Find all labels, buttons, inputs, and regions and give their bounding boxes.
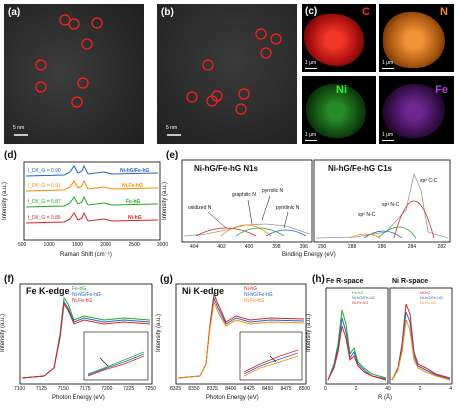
xps-xticks-right: 290 288 286 284 282	[318, 244, 446, 250]
raman-series-2: Ni,Fe-hG	[122, 183, 143, 189]
panel-label-b: (b)	[161, 7, 174, 18]
panel-label-c: (c)	[305, 6, 318, 17]
fe-kedge-plot	[19, 283, 153, 385]
xps-annot-graphitic: graphitic N	[232, 192, 256, 198]
fe-kedge-xticks: 7100 7125 7150 7175 7200 7225 7250	[14, 386, 156, 392]
eds-map-c: (c) C 1 μm	[302, 4, 376, 72]
xps-title-right: Ni-hG/Fe-hG C1s	[328, 164, 393, 173]
ni-kedge-xticks: 8325 8350 8375 8400 8425 8450 8475 8500	[170, 386, 310, 392]
rspace-panel: (h) Fe R-space Ni R-space Fe-hG Ni-hG/Fe…	[306, 264, 456, 407]
raman-xticks: 500 1000 1500 2000 2500 3000	[18, 242, 168, 248]
xps-annot-oxidized: oxidized N	[188, 205, 212, 211]
eds-element-fe: Fe	[435, 84, 448, 96]
xps-annot-sp2cc: sp² C-C	[420, 178, 438, 184]
panel-label-f: (f)	[4, 274, 14, 285]
xps-title-left: Ni-hG/Fe-hG N1s	[194, 164, 259, 173]
eds-map-n: N 1 μm	[379, 4, 454, 72]
tem-image-a: (a) 5 nm	[4, 4, 144, 144]
raman-series-3: Fe-hG	[126, 199, 141, 205]
rspace-plot	[325, 287, 453, 385]
eds-maps: (c) C 1 μm N 1 μm Ni 1 μm Fe 1 μm	[302, 4, 454, 144]
raman-plot	[23, 161, 161, 241]
eds-map-ni: Ni 1 μm	[302, 76, 376, 144]
raman-series-4: Ni-hG	[128, 215, 142, 221]
raman-series-1: Ni-hG/Fe-hG	[120, 168, 150, 174]
ni-kedge-title: Ni K-edge	[182, 286, 225, 296]
xps-ylabel: Intensity (a.u.)	[162, 181, 169, 221]
raman-xlabel: Raman Shift (cm⁻¹)	[60, 252, 112, 258]
eds-element-n: N	[440, 6, 448, 18]
raman-panel: (d) I_D/I_G = 0.90 Ni-hG/Fe-hG I_D/I_G =…	[2, 150, 168, 260]
eds-scale-c: 1 μm	[305, 60, 317, 66]
eds-element-ni: Ni	[336, 84, 347, 96]
xps-annot-sp3nc: sp³ N-C	[382, 202, 400, 208]
fe-kedge-panel: (f) Fe K-edge Fe-hG Ni-hG/Fe-hG Ni,Fe-hG…	[0, 264, 156, 407]
panel-label-h: (h)	[312, 274, 325, 285]
ni-kedge-ylabel: Intensity (a.u.)	[156, 313, 163, 353]
eds-scale-ni: 1 μm	[305, 132, 317, 138]
panel-label-d: (d)	[4, 150, 17, 161]
panel-label-e: (e)	[166, 150, 179, 161]
xps-annot-pyrrolic: pyrrolic N	[262, 188, 284, 194]
xps-annot-pyridinic: pyridinic N	[276, 205, 300, 211]
ni-kedge-xlabel: Photon Energy (eV)	[206, 395, 259, 401]
rspace-legend-left: Fe-hG Ni-hG/Fe-hG Ni,Fe-hG	[352, 290, 375, 305]
ni-kedge-legend: Ni-hG Ni-hG/Fe-hG Ni,Fe-hG	[244, 286, 273, 304]
ni-kedge-plot	[175, 283, 307, 385]
eds-element-c: C	[362, 6, 370, 18]
panel-label-g: (g)	[160, 274, 173, 285]
fe-kedge-title: Fe K-edge	[26, 286, 70, 296]
rspace-title-left: Fe R-space	[326, 278, 364, 285]
raman-ratio-4: I_D/I_G = 0.86	[28, 215, 61, 221]
raman-ratio-3: I_D/I_G = 0.87	[28, 199, 61, 205]
xps-xticks-left: 404 402 400 398 396	[190, 244, 308, 250]
xps-panel: (e) Ni-hG/Fe-hG N1s Ni-hG/Fe-hG C1s grap…	[162, 150, 454, 260]
fe-kedge-legend: Fe-hG Ni-hG/Fe-hG Ni,Fe-hG	[72, 286, 101, 304]
rspace-ylabel: Intensity (a.u.)	[306, 313, 313, 353]
atom-circles-b	[167, 28, 282, 136]
xps-plot	[181, 159, 451, 243]
rspace-legend-right: Ni-hG Ni-hG/Fe-hG Ni,Fe-hG	[420, 290, 443, 305]
raman-ylabel: Intensity (a.u.)	[2, 181, 9, 221]
eds-map-fe: Fe 1 μm	[379, 76, 454, 144]
ni-kedge-panel: (g) Ni K-edge Ni-hG Ni-hG/Fe-hG Ni,Fe-hG…	[156, 264, 310, 407]
rspace-xlabel: R (Å)	[378, 395, 392, 401]
tem-image-b: (b) 5 nm	[157, 4, 297, 144]
raman-ratio-2: I_D/I_G = 0.91	[28, 183, 61, 189]
raman-ratio-1: I_D/I_G = 0.90	[28, 168, 61, 174]
xps-annot-sp2nc: sp² N-C	[358, 212, 376, 218]
fe-kedge-xlabel: Photon Energy (eV)	[52, 395, 105, 401]
eds-scale-n: 1 μm	[382, 60, 394, 66]
panel-label-a: (a)	[8, 7, 21, 18]
eds-scale-fe: 1 μm	[382, 132, 394, 138]
scale-bar-a: 5 nm	[13, 125, 25, 131]
xps-xlabel: Binding Energy (eV)	[282, 252, 336, 258]
atom-circles-a	[14, 14, 103, 136]
fe-kedge-ylabel: Intensity (a.u.)	[0, 313, 7, 353]
scale-bar-b: 5 nm	[166, 125, 178, 131]
rspace-title-right: Ni R-space	[392, 278, 429, 285]
